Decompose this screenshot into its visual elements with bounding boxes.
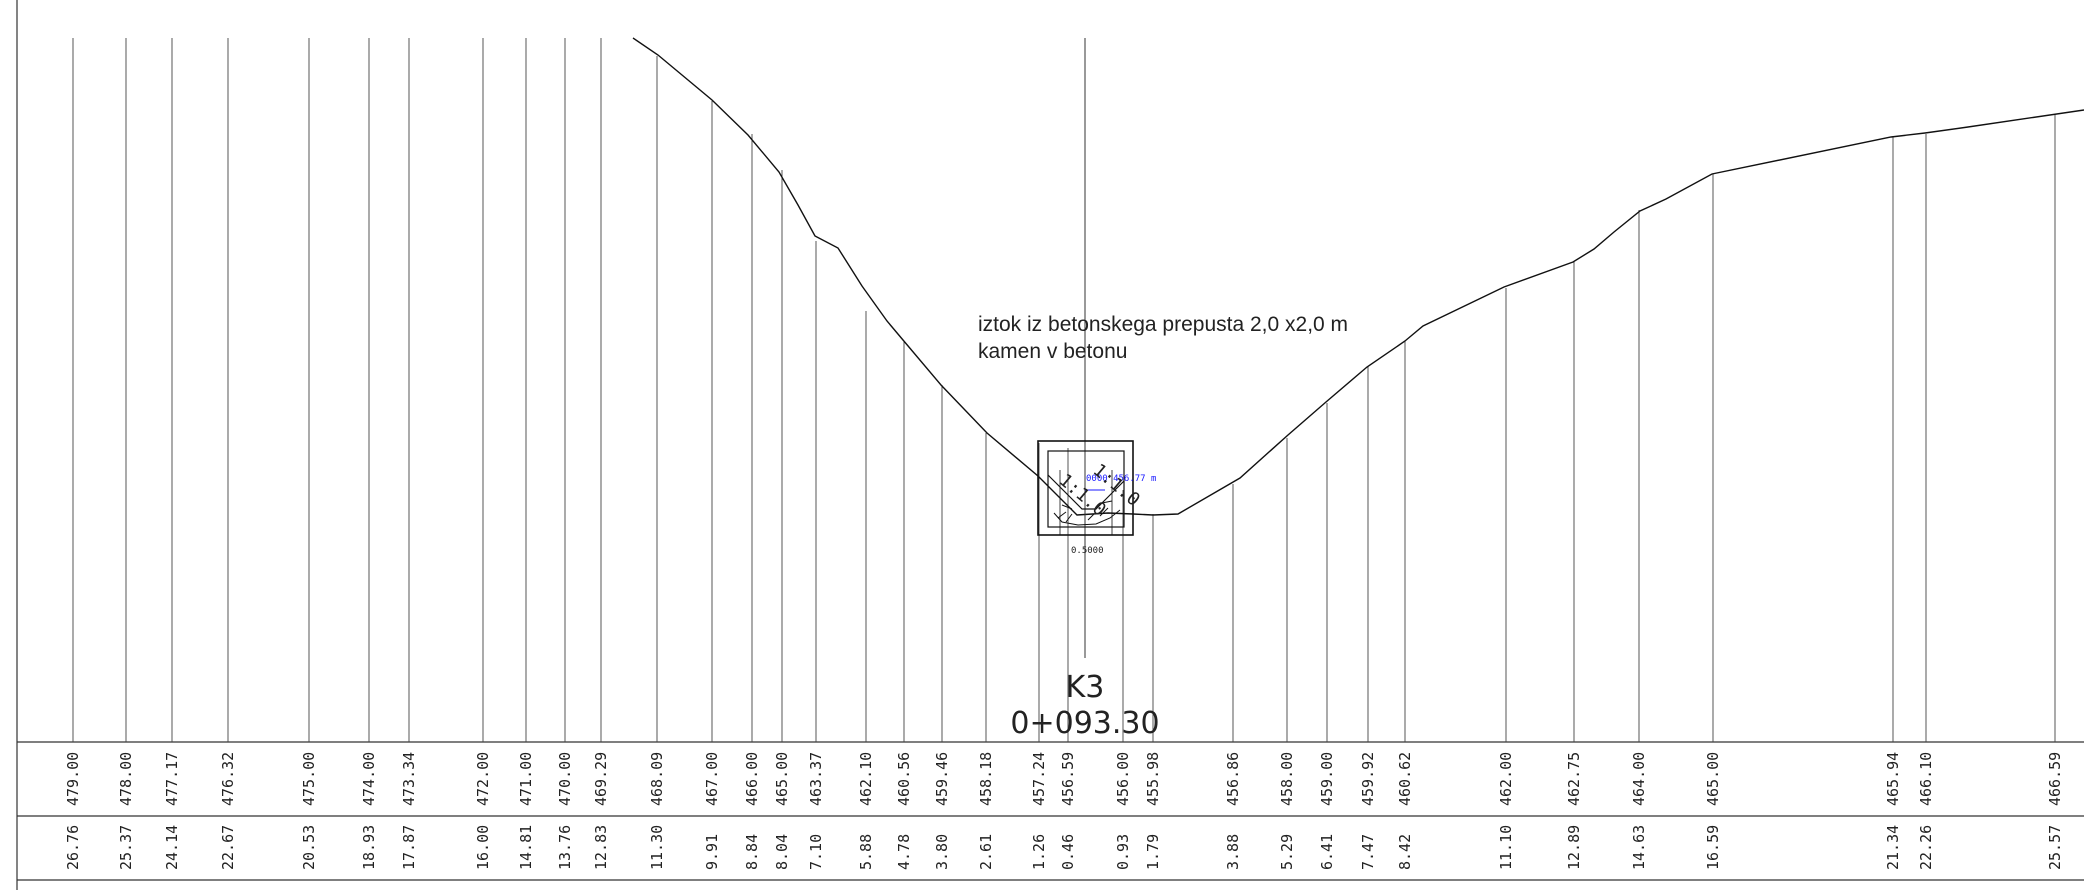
- distance-label: 13.76: [556, 825, 574, 870]
- elevation-label: 462.75: [1565, 752, 1583, 806]
- elevation-label: 459.00: [1318, 752, 1336, 806]
- distance-label: 26.76: [64, 825, 82, 870]
- distance-label: 1.79: [1144, 834, 1162, 870]
- elevation-label: 455.98: [1144, 752, 1162, 806]
- distance-label: 5.88: [857, 834, 875, 870]
- culvert-elevation-tag: 0000 456.77 m: [1086, 474, 1156, 484]
- distance-row: 26.76 25.37 24.14 22.67 20.53 18.93 17.87 16.00…: [64, 825, 2064, 870]
- elevation-label: 465.00: [773, 752, 791, 806]
- elevation-label: 462.10: [857, 752, 875, 806]
- stone-hatching: [1057, 500, 1113, 523]
- elevation-label: 459.92: [1359, 752, 1377, 806]
- distance-label: 22.26: [1917, 825, 1935, 870]
- distance-label: 11.10: [1497, 825, 1515, 870]
- station-chainage: 0+093.30: [1010, 706, 1159, 741]
- elevation-label: 460.56: [895, 752, 913, 806]
- distance-label: 25.57: [2046, 825, 2064, 870]
- elevation-label: 478.00: [117, 752, 135, 806]
- elevation-label: 456.59: [1059, 752, 1077, 806]
- elevation-label: 464.00: [1630, 752, 1648, 806]
- elevation-label: 456.86: [1224, 752, 1242, 806]
- elevation-row: 479.00 478.00 477.17 476.32 475.00 474.00 473.…: [64, 752, 2064, 806]
- distance-label: 8.42: [1396, 834, 1414, 870]
- elevation-label: 479.00: [64, 752, 82, 806]
- distance-label: 3.88: [1224, 834, 1242, 870]
- distance-label: 18.93: [360, 825, 378, 870]
- elevation-label: 458.00: [1278, 752, 1296, 806]
- elevation-label: 470.00: [556, 752, 574, 806]
- distance-label: 6.41: [1318, 834, 1336, 870]
- elevation-label: 459.46: [933, 752, 951, 806]
- annotation-line-1: iztok iz betonskega prepusta 2,0 x2,0 m: [978, 313, 1348, 336]
- elevation-label: 475.00: [300, 752, 318, 806]
- elevation-label: 465.94: [1884, 752, 1902, 806]
- distance-label: 3.80: [933, 834, 951, 870]
- elevation-label: 468.09: [648, 752, 666, 806]
- elevation-label: 458.18: [977, 752, 995, 806]
- distance-label: 5.29: [1278, 834, 1296, 870]
- elevation-label: 477.17: [163, 752, 181, 806]
- elevation-label: 466.59: [2046, 752, 2064, 806]
- elevation-label: 457.24: [1030, 752, 1048, 806]
- distance-label: 22.67: [219, 825, 237, 870]
- culvert-outer-frame: [1037, 440, 1134, 536]
- distance-label: 0.46: [1059, 834, 1077, 870]
- distance-label: 4.78: [895, 834, 913, 870]
- distance-label: 17.87: [400, 825, 418, 870]
- station-name: K3: [1066, 670, 1105, 705]
- distance-label: 8.04: [773, 834, 791, 870]
- distance-label: 14.63: [1630, 825, 1648, 870]
- distance-label: 16.00: [474, 825, 492, 870]
- distance-label: 7.10: [807, 834, 825, 870]
- elevation-label: 462.00: [1497, 752, 1515, 806]
- elevation-label: 467.00: [703, 752, 721, 806]
- elevation-label: 476.32: [219, 752, 237, 806]
- distance-label: 25.37: [117, 825, 135, 870]
- culvert-outlet: 0000 456.77 m 0.5000 1:1.0 1:1.0: [1037, 440, 1156, 556]
- elevation-label: 471.00: [517, 752, 535, 806]
- distance-label: 11.30: [648, 825, 666, 870]
- distance-label: 0.93: [1114, 834, 1132, 870]
- culvert-width-label: 0.5000: [1071, 546, 1104, 556]
- distance-label: 7.47: [1359, 834, 1377, 870]
- elevation-label: 466.00: [743, 752, 761, 806]
- distance-label: 1.26: [1030, 834, 1048, 870]
- distance-label: 12.89: [1565, 825, 1583, 870]
- elevation-label: 465.00: [1704, 752, 1722, 806]
- elevation-label: 456.00: [1114, 752, 1132, 806]
- distance-label: 16.59: [1704, 825, 1722, 870]
- culvert-channel: [1047, 474, 1125, 510]
- distance-label: 21.34: [1884, 825, 1902, 870]
- distance-label: 20.53: [300, 825, 318, 870]
- elevation-label: 472.00: [474, 752, 492, 806]
- terrain-profile: [632, 37, 2084, 516]
- distance-label: 14.81: [517, 825, 535, 870]
- annotation-line-2: kamen v betonu: [978, 340, 1127, 363]
- elevation-label: 466.10: [1917, 752, 1935, 806]
- station-lines: [72, 38, 2056, 742]
- elevation-label: 473.34: [400, 752, 418, 806]
- distance-label: 12.83: [592, 825, 610, 870]
- distance-label: 8.84: [743, 834, 761, 870]
- elevation-label: 469.29: [592, 752, 610, 806]
- distance-label: 24.14: [163, 825, 181, 870]
- distance-label: 9.91: [703, 834, 721, 870]
- elevation-label: 463.37: [807, 752, 825, 806]
- elevation-label: 474.00: [360, 752, 378, 806]
- culvert-inner-frame: [1047, 450, 1125, 528]
- distance-label: 2.61: [977, 834, 995, 870]
- elevation-label: 460.62: [1396, 752, 1414, 806]
